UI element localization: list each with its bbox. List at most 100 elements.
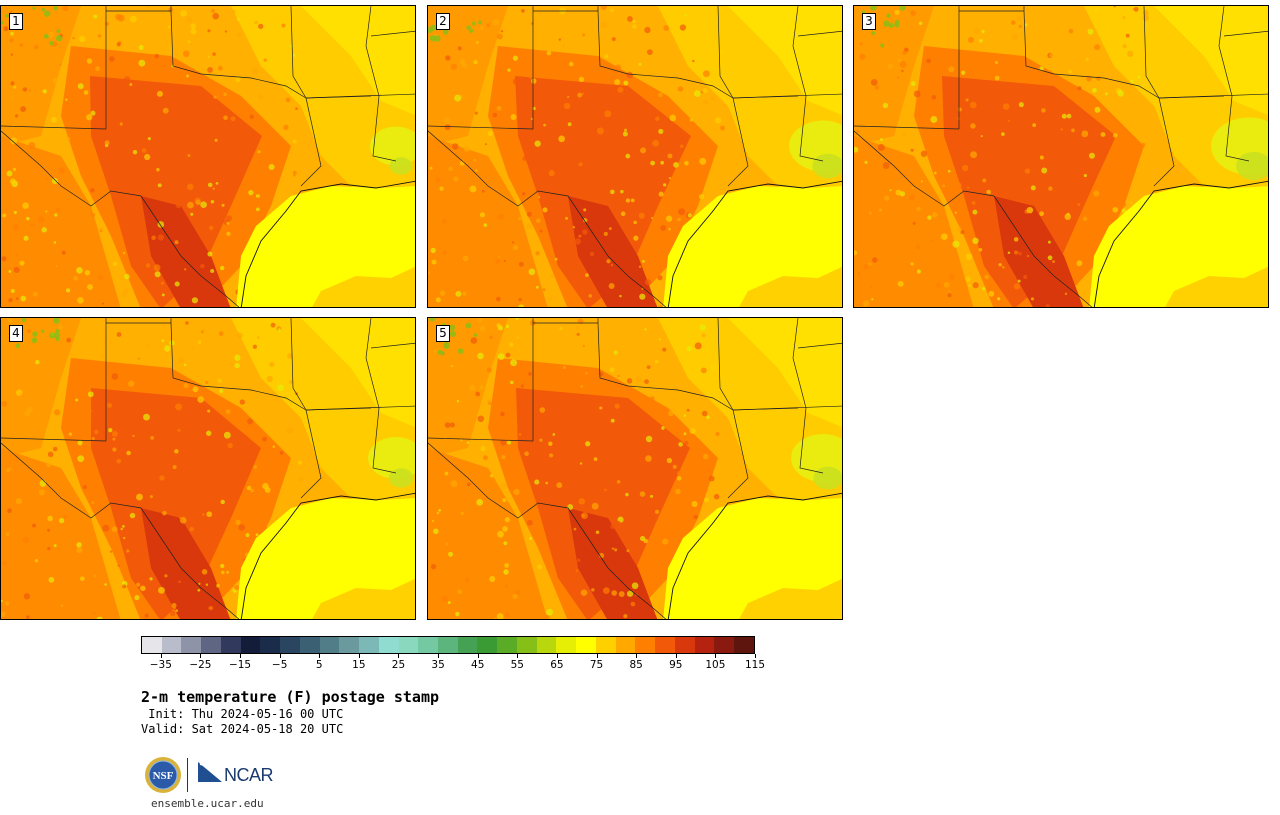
- field-speckle: [120, 144, 128, 151]
- field-speckle: [1076, 260, 1083, 267]
- field-speckle: [76, 267, 83, 274]
- field-speckle: [988, 290, 995, 297]
- field-speckle: [1087, 28, 1094, 35]
- field-speckle: [1081, 130, 1089, 138]
- field-speckle: [510, 380, 514, 385]
- field-speckle: [493, 618, 497, 619]
- field-speckle: [710, 96, 716, 101]
- state-border-tx-la: [727, 97, 749, 187]
- colorbar-tick-label: −25: [189, 659, 212, 671]
- field-speckle: [26, 216, 30, 221]
- field-speckle: [524, 451, 529, 457]
- field-speckle: [215, 181, 219, 185]
- field-speckle: [516, 336, 519, 339]
- field-speckle: [19, 260, 25, 266]
- member-number: 3: [862, 13, 876, 30]
- gulf-warm-patch: [1165, 266, 1268, 307]
- field-speckle: [676, 471, 681, 476]
- field-speckle: [604, 54, 609, 59]
- field-speckle: [46, 462, 52, 468]
- field-speckle: [187, 183, 194, 191]
- field-speckle: [1086, 76, 1092, 82]
- colorbar-tick: [636, 654, 638, 658]
- colorbar-swatch: [516, 637, 537, 653]
- field-speckle: [998, 263, 1002, 267]
- field-speckle: [507, 68, 511, 72]
- field-speckle: [136, 582, 141, 587]
- field-speckle: [1122, 44, 1127, 49]
- field-speckle: [109, 550, 113, 553]
- field-speckle: [167, 25, 171, 29]
- state-border-ne: [1223, 30, 1268, 37]
- field-speckle: [486, 23, 491, 27]
- field-speckle: [191, 346, 194, 349]
- field-speckle: [553, 594, 557, 598]
- field-speckle: [499, 368, 504, 374]
- field-speckle: [470, 29, 474, 33]
- field-speckle: [701, 410, 708, 417]
- field-speckle: [65, 98, 68, 101]
- field-speckle: [28, 141, 36, 149]
- state-border-ok-ar: [1143, 6, 1160, 99]
- field-speckle: [658, 305, 664, 307]
- field-speckle: [513, 510, 517, 513]
- field-speckle: [115, 13, 122, 21]
- field-speckle: [124, 273, 130, 280]
- field-speckle: [444, 471, 449, 476]
- field-speckle: [13, 266, 20, 274]
- stamp-panel-1[interactable]: 1: [0, 5, 416, 308]
- field-speckle: [521, 8, 525, 13]
- field-speckle: [262, 436, 267, 442]
- stamp-panel-2[interactable]: 2: [427, 5, 843, 308]
- field-speckle: [226, 231, 231, 236]
- field-speckle: [1083, 174, 1087, 178]
- field-cool: [728, 318, 842, 428]
- field-cooler-east: [813, 466, 842, 490]
- field-speckle: [995, 60, 998, 64]
- field-speckle: [503, 259, 506, 263]
- stamp-panel-3[interactable]: 3: [853, 5, 1269, 308]
- field-speckle: [562, 44, 566, 48]
- field-hot: [90, 76, 262, 307]
- stamp-panel-5[interactable]: 5: [427, 317, 843, 620]
- field-speckle: [96, 484, 101, 489]
- field-speckle: [702, 88, 708, 94]
- field-speckle: [121, 292, 126, 298]
- field-speckle: [75, 398, 79, 402]
- field-speckle: [30, 223, 34, 227]
- field-speckle: [1026, 254, 1030, 258]
- field-speckle: [897, 76, 900, 79]
- field-speckle: [699, 157, 707, 165]
- state-border-mexico-nm: [428, 125, 534, 130]
- field-speckle: [513, 488, 520, 496]
- field-cool-east: [368, 437, 415, 479]
- field-cooler-east: [1236, 151, 1268, 181]
- field-speckle: [66, 337, 72, 343]
- field-speckle: [684, 14, 687, 17]
- field-speckle: [1024, 168, 1031, 174]
- field-speckle: [60, 604, 64, 607]
- field-speckle: [122, 584, 127, 589]
- field-speckle: [665, 215, 673, 222]
- field-speckle: [956, 227, 962, 232]
- field-speckle: [874, 85, 880, 90]
- field-speckle: [188, 167, 196, 175]
- field-speckle: [638, 265, 642, 268]
- field-speckle: [234, 585, 240, 591]
- field-speckle: [90, 187, 95, 193]
- field-speckle: [162, 510, 167, 516]
- field-speckle: [435, 297, 441, 303]
- field-speckle: [997, 297, 1001, 301]
- stamp-panel-4[interactable]: 4: [0, 317, 416, 620]
- field-speckle: [536, 218, 541, 223]
- field-speckle: [658, 128, 664, 135]
- field-speckle: [651, 216, 654, 219]
- field-speckle: [522, 192, 526, 196]
- field-speckle: [32, 291, 38, 297]
- field-speckle: [62, 6, 69, 12]
- nsf-logo-icon: NSF: [145, 757, 181, 793]
- field-speckle: [473, 158, 477, 162]
- field-speckle: [489, 575, 496, 582]
- field-speckle: [433, 528, 439, 535]
- field-speckle: [645, 435, 653, 443]
